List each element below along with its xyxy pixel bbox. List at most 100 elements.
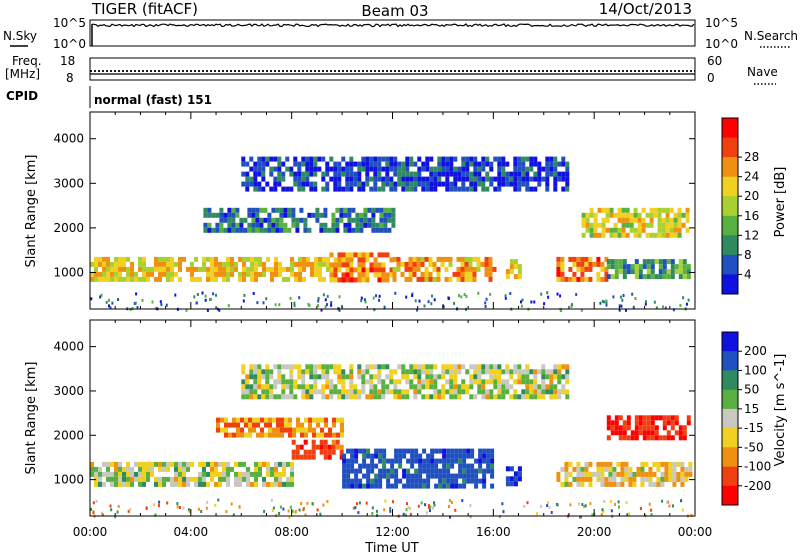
data-cell	[493, 186, 498, 192]
data-cell	[386, 468, 391, 474]
data-cell	[246, 266, 250, 272]
data-cell	[383, 217, 388, 223]
data-cell	[150, 266, 154, 272]
data-cell	[521, 156, 526, 162]
noise-cell	[569, 503, 572, 507]
beam-title: Beam 03	[361, 2, 428, 20]
data-cell	[265, 384, 270, 390]
data-cell	[610, 259, 615, 265]
noise-cell	[176, 502, 179, 506]
data-cell	[286, 481, 290, 487]
data-cell	[182, 466, 186, 472]
data-cell	[305, 156, 310, 162]
data-cell	[422, 478, 427, 484]
data-cell	[249, 369, 254, 375]
data-cell	[517, 466, 522, 472]
data-cell	[588, 261, 593, 267]
data-cell	[369, 156, 374, 162]
data-cell	[302, 261, 306, 267]
data-cell	[214, 256, 218, 262]
data-cell	[644, 476, 649, 482]
data-cell	[382, 448, 387, 454]
data-cell	[397, 389, 402, 395]
data-cell	[429, 364, 434, 370]
data-cell	[634, 425, 639, 431]
data-cell	[325, 394, 330, 400]
data-cell	[263, 207, 268, 213]
data-cell	[446, 483, 451, 489]
data-cell	[509, 264, 514, 270]
data-cell	[450, 473, 455, 479]
data-cell	[412, 266, 417, 272]
data-cell	[389, 166, 394, 172]
noise-cell	[282, 507, 285, 511]
noise-cell	[238, 505, 241, 509]
data-cell	[408, 276, 413, 282]
noise-cell	[391, 500, 394, 504]
data-cell	[618, 425, 623, 431]
data-cell	[485, 176, 490, 182]
data-cell	[291, 454, 296, 460]
data-cell	[357, 277, 362, 283]
data-cell	[622, 435, 627, 441]
data-cell	[90, 466, 94, 472]
data-cell	[174, 481, 178, 487]
data-cell	[612, 471, 617, 477]
data-cell	[174, 471, 178, 477]
data-cell	[662, 264, 667, 270]
data-cell	[106, 471, 110, 477]
data-cell	[292, 427, 296, 433]
data-cell	[341, 384, 346, 390]
data-cell	[417, 374, 422, 380]
data-cell	[553, 394, 558, 400]
noise-cell	[298, 296, 301, 300]
data-cell	[497, 364, 502, 370]
data-cell	[556, 476, 561, 482]
data-cell	[428, 276, 433, 282]
station-title: TIGER (fitACF)	[91, 0, 198, 18]
data-cell	[661, 217, 666, 223]
data-cell	[513, 389, 518, 395]
data-cell	[349, 161, 354, 167]
data-cell	[354, 478, 359, 484]
data-cell	[254, 476, 258, 482]
data-cell	[640, 476, 645, 482]
data-cell	[517, 374, 522, 380]
noise-cell	[338, 308, 341, 312]
nsky-line	[91, 23, 695, 28]
noise-cell	[580, 308, 583, 312]
data-cell	[389, 389, 394, 395]
noise-cell	[160, 303, 163, 307]
data-cell	[114, 461, 118, 467]
data-cell	[366, 483, 371, 489]
data-cell	[561, 186, 566, 192]
data-cell	[565, 369, 570, 375]
data-cell	[118, 261, 122, 267]
data-cell	[609, 212, 614, 218]
noise-cell	[428, 504, 431, 508]
noise-cell	[614, 503, 617, 506]
data-cell	[303, 217, 308, 223]
data-cell	[166, 476, 170, 482]
data-cell	[198, 276, 202, 282]
data-cell	[624, 461, 629, 467]
data-cell	[386, 458, 391, 464]
data-cell	[442, 483, 447, 489]
data-cell	[474, 473, 479, 479]
data-cell	[584, 476, 589, 482]
data-cell	[646, 264, 651, 270]
data-cell	[585, 222, 590, 228]
data-cell	[377, 374, 382, 380]
data-cell	[672, 471, 677, 477]
data-cell	[477, 384, 482, 390]
data-cell	[537, 384, 542, 390]
data-cell	[174, 461, 178, 467]
data-cell	[446, 458, 451, 464]
data-cell	[437, 156, 442, 162]
data-cell	[277, 176, 282, 182]
data-cell	[412, 256, 417, 262]
noise-cell	[547, 295, 550, 299]
data-cell	[541, 166, 546, 172]
data-cell	[339, 212, 344, 218]
data-cell	[682, 425, 687, 431]
